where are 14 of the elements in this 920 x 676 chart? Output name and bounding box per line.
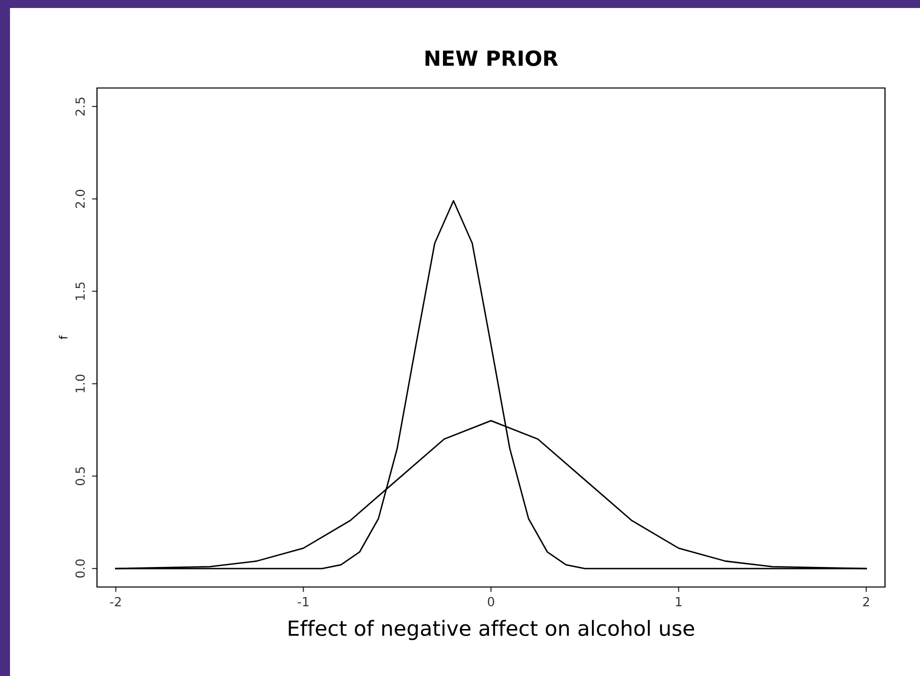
x-tick-label: -1 — [298, 597, 308, 606]
x-tick-label: 0 — [488, 596, 494, 606]
y-axis-title: f — [58, 335, 68, 340]
y-tick-label: 2.0 — [75, 190, 85, 208]
y-tick-label: 0.5 — [75, 467, 85, 486]
y-tick-label: 1.5 — [76, 282, 85, 300]
x-axis-title: Effect of negative affect on alcohol use — [288, 620, 694, 640]
y-tick-label: 1.0 — [75, 374, 85, 392]
y-tick-label: 2.5 — [75, 98, 85, 116]
y-tick-label: 0.0 — [75, 559, 85, 578]
x-tick-label: -2 — [110, 596, 121, 606]
x-tick-label: 2 — [863, 596, 869, 606]
x-tick-label: 1 — [676, 597, 682, 606]
chart-title: NEW PRIOR — [426, 50, 558, 66]
